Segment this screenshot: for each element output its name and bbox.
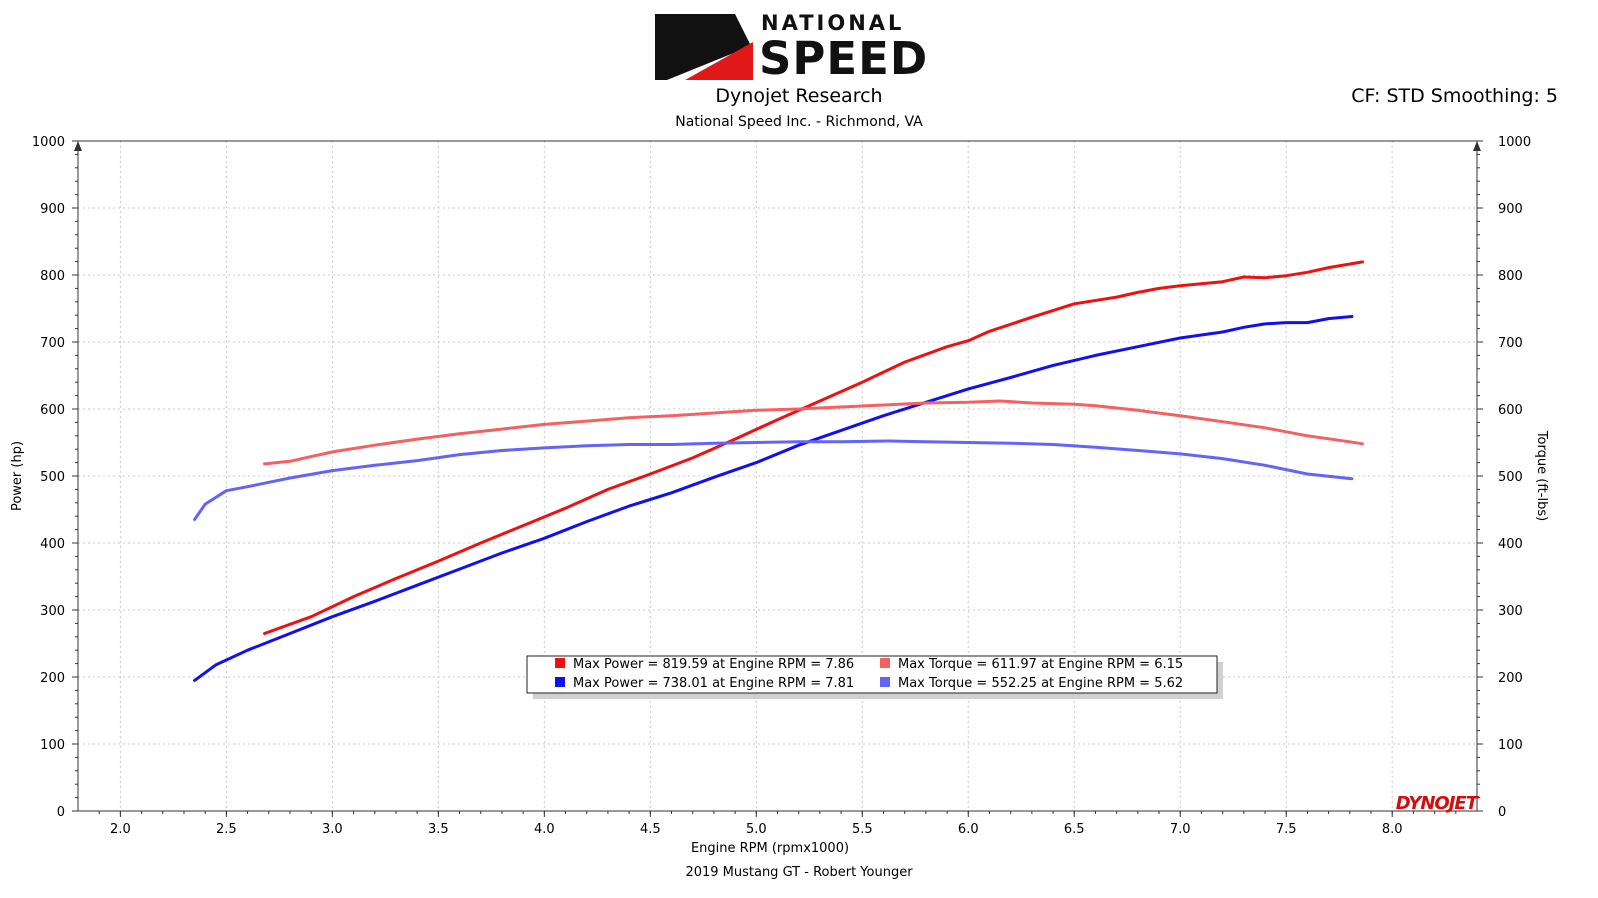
legend-swatch-run2_torque (880, 677, 890, 687)
series-line-run2_power (193, 315, 1354, 682)
x-tick-label: 7.5 (1276, 822, 1297, 837)
y-axis-left: 0 100 200 300 400 500 600 700 800 900 1000 (32, 135, 82, 820)
legend: Max Power = 819.59 at Engine RPM = 7.86 M… (526, 655, 1223, 699)
national-speed-logo: NATIONAL SPEED (655, 11, 928, 82)
chart-title: Dynojet Research (715, 85, 883, 107)
logo-red-swoosh (685, 42, 753, 80)
y2-tick-label: 500 (1498, 470, 1523, 485)
legend-label-run1_power: Max Power = 819.59 at Engine RPM = 7.86 (573, 657, 854, 672)
y-tick-label: 200 (40, 671, 65, 686)
y2-tick-label: 600 (1498, 403, 1523, 418)
y2-axis-label: Torque (ft-lbs) (1534, 430, 1549, 521)
y2-tick-label: 200 (1498, 671, 1523, 686)
y-tick-label: 600 (40, 403, 65, 418)
logo-black-swoosh (655, 14, 751, 80)
y-tick-label: 400 (40, 537, 65, 552)
vehicle-caption: 2019 Mustang GT - Robert Younger (685, 865, 913, 880)
y-axis-arrow (74, 141, 82, 151)
y-tick-label: 0 (57, 805, 65, 820)
y2-tick-label: 1000 (1498, 135, 1531, 150)
x-tick-label: 2.0 (110, 822, 131, 837)
dynojet-brand: DYNOJET (1396, 793, 1480, 814)
y2-tick-label: 100 (1498, 738, 1523, 753)
x-tick-label: 8.0 (1382, 822, 1403, 837)
x-axis-label: Engine RPM (rpmx1000) (691, 841, 849, 856)
y-tick-label: 900 (40, 202, 65, 217)
y2-tick-label: 400 (1498, 537, 1523, 552)
legend-label-run2_torque: Max Torque = 552.25 at Engine RPM = 5.62 (898, 676, 1183, 691)
x-tick-label: 3.0 (322, 822, 343, 837)
x-axis: 2.0 2.5 3.0 3.5 4.0 4.5 5.0 5.5 6.0 6.5 7.0 7.5 8.0 (98, 811, 1457, 837)
x-tick-label: 6.0 (958, 822, 979, 837)
x-tick-label: 4.0 (534, 822, 555, 837)
x-tick-label: 5.5 (852, 822, 873, 837)
y2-tick-label: 300 (1498, 604, 1523, 619)
y-axis-right: 0 100 200 300 400 500 600 700 800 900 1000 (1473, 135, 1531, 820)
legend-label-run1_torque: Max Torque = 611.97 at Engine RPM = 6.15 (898, 657, 1183, 672)
x-tick-label: 6.5 (1064, 822, 1085, 837)
logo-text-bottom: SPEED (759, 32, 928, 82)
series-line-run2_torque (193, 439, 1354, 521)
chart-subtitle: National Speed Inc. - Richmond, VA (675, 114, 923, 130)
y-tick-label: 300 (40, 604, 65, 619)
x-tick-label: 3.5 (428, 822, 449, 837)
legend-swatch-run2_power (555, 677, 565, 687)
legend-box (526, 655, 1218, 694)
y2-tick-label: 700 (1498, 336, 1523, 351)
x-tick-label: 2.5 (216, 822, 237, 837)
x-tick-label: 5.0 (746, 822, 767, 837)
y-tick-label: 100 (40, 738, 65, 753)
grid-lines (78, 141, 1477, 811)
y2-axis-arrow (1473, 141, 1481, 151)
logo-text-top: NATIONAL (761, 11, 904, 35)
y-tick-label: 500 (40, 470, 65, 485)
x-tick-label: 4.5 (640, 822, 661, 837)
series-line-run1_torque (263, 399, 1364, 466)
legend-swatch-run1_torque (880, 658, 890, 668)
y-axis-label: Power (hp) (10, 441, 25, 511)
y-tick-label: 700 (40, 336, 65, 351)
x-tick-label: 7.0 (1170, 822, 1191, 837)
cf-smoothing-label: CF: STD Smoothing: 5 (1351, 85, 1558, 107)
legend-swatch-run1_power (555, 658, 565, 668)
y2-tick-label: 0 (1498, 805, 1506, 820)
y2-tick-label: 800 (1498, 269, 1523, 284)
plot-frame (77, 140, 1478, 812)
series-line-run1_power (263, 260, 1364, 635)
legend-label-run2_power: Max Power = 738.01 at Engine RPM = 7.81 (573, 676, 854, 691)
y2-tick-label: 900 (1498, 202, 1523, 217)
y-tick-label: 800 (40, 269, 65, 284)
y-tick-label: 1000 (32, 135, 65, 150)
data-lines (193, 260, 1364, 682)
